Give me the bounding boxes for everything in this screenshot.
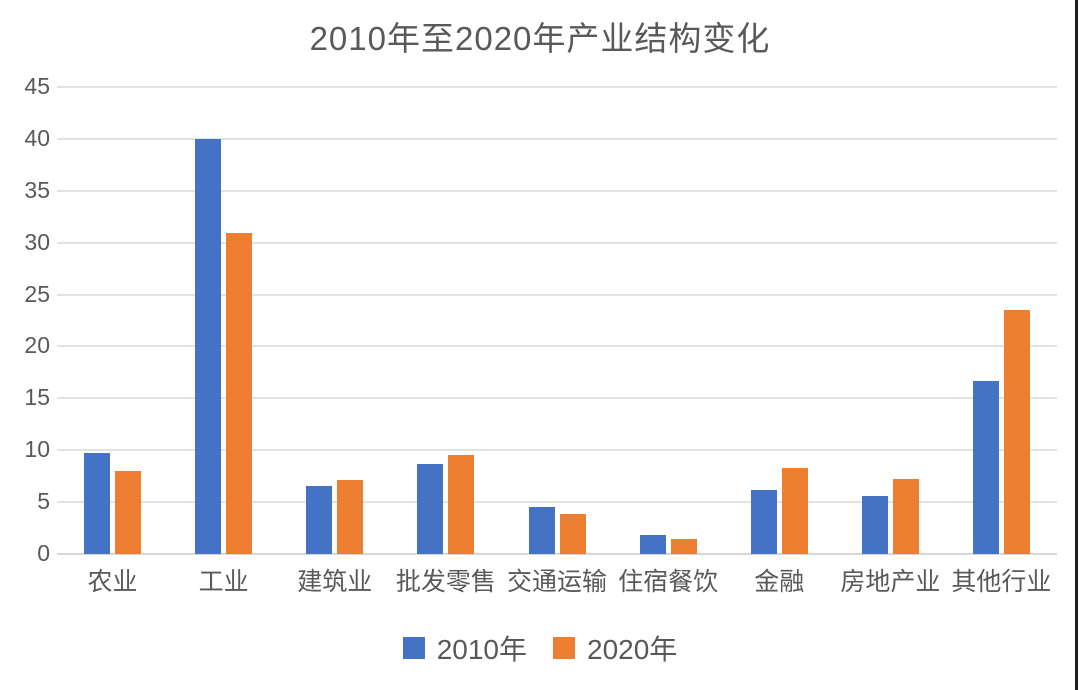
legend-swatch-2010年 <box>402 637 425 659</box>
bar-2020年-工业 <box>226 233 253 554</box>
bar-2020年-农业 <box>115 470 142 554</box>
y-axis-tick-label-40: 40 <box>24 124 50 151</box>
legend-item-2010年: 2010年 <box>402 628 527 668</box>
y-axis-tick-label-10: 10 <box>24 436 50 463</box>
bar-2020年-房地产业 <box>892 479 919 554</box>
bar-2010年-建筑业 <box>306 485 333 554</box>
chart-title: 2010年至2020年产业结构变化 <box>309 20 771 57</box>
x-axis-tick-label-工业: 工业 <box>198 568 249 596</box>
y-axis-tick-label-30: 30 <box>24 228 50 255</box>
gridline-y-10 <box>57 449 1057 452</box>
legend-label-2020年: 2020年 <box>587 634 678 665</box>
bar-2010年-工业 <box>195 138 222 554</box>
bar-2010年-金融 <box>750 489 777 554</box>
y-axis-tick-label-0: 0 <box>37 540 50 566</box>
legend-swatch-2020年 <box>553 637 575 659</box>
bar-2010年-交通运输 <box>528 507 555 554</box>
gridline-y-45 <box>57 86 1057 88</box>
y-axis-tick-label-15: 15 <box>24 384 50 411</box>
x-axis-tick-label-房地产业: 房地产业 <box>840 568 941 596</box>
bar-2010年-批发零售 <box>417 463 444 554</box>
bar-2010年-住宿餐饮 <box>639 535 666 554</box>
bar-2010年-农业 <box>84 453 111 554</box>
gridline-y-30 <box>57 241 1057 244</box>
bar-2010年-其他行业 <box>972 380 999 554</box>
gridline-y-20 <box>57 345 1057 348</box>
bar-2020年-住宿餐饮 <box>670 539 697 554</box>
x-axis-tick-label-金融: 金融 <box>754 568 805 596</box>
gridline-y-5 <box>57 501 1057 504</box>
y-axis-tick-label-20: 20 <box>24 332 50 359</box>
legend: 2010年 2020年 <box>0 628 1080 668</box>
bar-2010年-房地产业 <box>861 495 888 554</box>
bar-2020年-交通运输 <box>559 513 586 554</box>
x-axis-tick-label-农业: 农业 <box>87 568 138 596</box>
y-axis-tick-label-35: 35 <box>24 176 50 203</box>
gridline-y-15 <box>57 397 1057 400</box>
gridline-y-35 <box>57 189 1057 192</box>
right-border-line <box>1075 0 1078 690</box>
gridline-y-25 <box>57 293 1057 296</box>
bar-2020年-金融 <box>781 467 808 554</box>
legend-item-2020年: 2020年 <box>553 628 677 668</box>
x-axis-tick-label-批发零售: 批发零售 <box>395 568 496 596</box>
x-axis-tick-label-住宿餐饮: 住宿餐饮 <box>618 568 719 596</box>
legend-label-2010年: 2010年 <box>436 634 527 665</box>
y-axis-tick-label-5: 5 <box>37 488 50 515</box>
y-axis-tick-label-45: 45 <box>24 73 50 99</box>
y-axis-tick-label-25: 25 <box>24 280 50 307</box>
bar-2020年-建筑业 <box>337 480 364 554</box>
gridline-y-40 <box>57 137 1057 140</box>
x-axis-tick-label-建筑业: 建筑业 <box>297 568 373 596</box>
bar-2020年-其他行业 <box>1003 310 1030 554</box>
gridline-y-0 <box>57 553 1057 555</box>
x-axis-tick-label-其他行业: 其他行业 <box>951 568 1052 596</box>
bar-2020年-批发零售 <box>448 455 475 554</box>
x-axis-tick-label-交通运输: 交通运输 <box>506 568 607 596</box>
